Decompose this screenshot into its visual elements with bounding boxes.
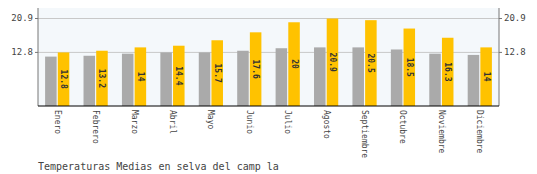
bar xyxy=(404,29,416,106)
data-label: 20 xyxy=(290,59,299,69)
x-tick-label: Septiembre xyxy=(360,110,369,158)
bar xyxy=(391,49,403,106)
bar xyxy=(160,52,172,106)
data-label: 18.5 xyxy=(405,58,414,77)
data-label: 15.7 xyxy=(213,64,222,83)
bar xyxy=(365,20,377,106)
data-label: 13.2 xyxy=(97,69,106,88)
data-label: 16.3 xyxy=(443,62,452,81)
bar xyxy=(199,52,211,106)
data-label: 20.9 xyxy=(328,53,337,72)
data-label: 17.6 xyxy=(251,60,260,79)
x-tick-label: Mayo xyxy=(206,110,215,129)
bar xyxy=(135,47,147,106)
bar xyxy=(211,40,223,106)
plot-area xyxy=(38,8,499,106)
x-tick-label: Noviembre xyxy=(437,110,446,154)
y-tick-label: 20.9 xyxy=(11,13,33,23)
x-tick-label: Febrero xyxy=(91,110,100,144)
title: Temperaturas Medias en selva del camp la xyxy=(38,161,279,172)
bar xyxy=(96,51,108,106)
x-tick-label: Octubre xyxy=(398,110,407,144)
bar xyxy=(250,32,262,106)
bar xyxy=(58,52,70,106)
y2-axis-line xyxy=(499,8,500,106)
y2-tick-label: 20.9 xyxy=(504,13,526,23)
bar xyxy=(429,54,441,106)
data-label: 14 xyxy=(136,72,145,82)
bar xyxy=(468,55,480,106)
data-label: 14.4 xyxy=(174,66,183,85)
x-tick-label: Julio xyxy=(283,110,292,134)
x-axis-line xyxy=(38,106,499,107)
x-tick-label: Junio xyxy=(245,110,254,134)
bars xyxy=(45,19,492,107)
x-tick-label: Abril xyxy=(168,110,177,134)
x-tick-label: Marzo xyxy=(130,110,139,134)
x-tick-label: Agosto xyxy=(322,110,331,139)
bar xyxy=(352,47,364,106)
data-label: 14 xyxy=(482,72,491,82)
x-tick-label: Diciembre xyxy=(475,110,484,154)
bar xyxy=(276,48,288,106)
bar xyxy=(442,38,454,106)
y2-tick-label: 12.8 xyxy=(504,47,526,57)
bar xyxy=(84,56,96,106)
bar xyxy=(45,57,57,106)
bar xyxy=(173,46,185,106)
data-label: 12.8 xyxy=(59,70,68,89)
bar xyxy=(237,51,249,106)
chart: 12.8 20.9 12.8 20.9 12.8 13.2 14 14.4 15.7 17.6 20… xyxy=(0,0,537,174)
bar xyxy=(327,19,339,107)
bar xyxy=(314,47,326,106)
data-label: 20.5 xyxy=(366,53,375,72)
y-tick-label: 12.8 xyxy=(11,47,33,57)
bar xyxy=(480,47,492,106)
x-tick-label: Enero xyxy=(53,110,62,134)
grid-line xyxy=(38,18,499,19)
bar xyxy=(288,22,300,106)
y-axis-line xyxy=(38,8,39,106)
bar xyxy=(122,54,134,106)
